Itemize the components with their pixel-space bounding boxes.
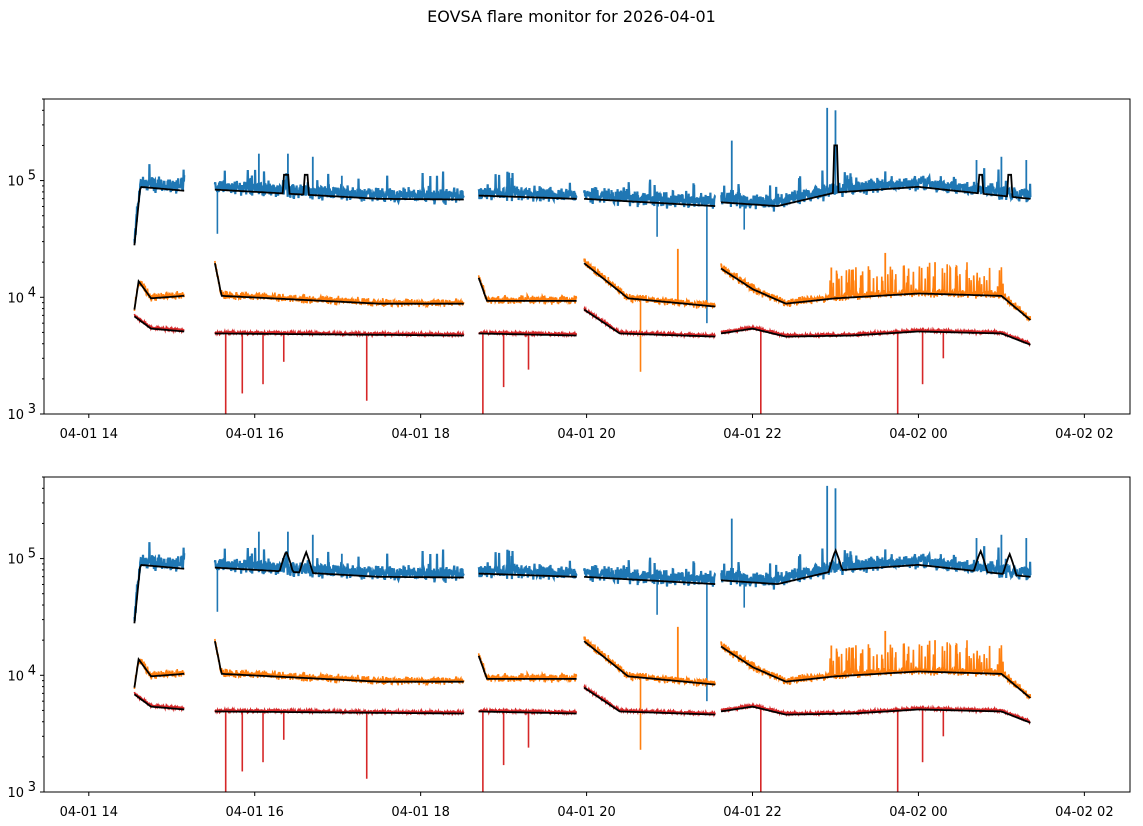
x-tick-label: 04-02 02 [1055, 805, 1113, 820]
y-tick-label: 10 [7, 669, 24, 684]
x-tick-label: 04-01 20 [557, 427, 615, 442]
smoothed-curve-blue [584, 197, 716, 207]
smoothed-curve-blue [478, 572, 577, 578]
series-orange-segment-2 [477, 653, 578, 684]
series-red-segment-0 [133, 313, 185, 335]
smoothed-curve-orange [477, 277, 577, 302]
smoothed-curve-blue [133, 186, 185, 246]
smoothed-curve-blue [133, 564, 185, 624]
x-tick-label: 04-02 02 [1055, 427, 1113, 442]
y-tick-exponent: 4 [28, 663, 36, 678]
smoothed-curve-orange [583, 262, 716, 308]
smoothed-curve-orange [133, 657, 185, 688]
smoothed-curve-red [478, 710, 577, 715]
y-tick-exponent: 3 [28, 780, 36, 795]
axes-frame [43, 476, 1131, 793]
y-tick-label: 10 [7, 786, 24, 801]
smoothed-curve-red [133, 315, 185, 333]
series-blue-segment-3 [583, 557, 717, 587]
y-tick-exponent: 5 [28, 169, 36, 184]
series-orange-segment-2 [477, 275, 578, 306]
x-tick-label: 04-01 16 [226, 805, 284, 820]
series-blue-segment-1 [213, 547, 465, 584]
series-orange-segment-1 [214, 260, 465, 309]
x-tick-label: 04-01 22 [723, 805, 781, 820]
smoothed-curve-orange [583, 640, 716, 686]
smoothed-curve-orange [720, 645, 1031, 699]
smoothed-curve-blue [478, 194, 577, 200]
smoothed-curve-blue [214, 173, 464, 201]
axes-panel-top: 04-01 14 04-01 16 04-01 18 04-01 20 04-01 22… [7, 98, 1131, 442]
smoothed-curve-blue [214, 549, 464, 579]
series-red-segment-1 [214, 328, 465, 339]
x-tick-label: 04-01 20 [557, 805, 615, 820]
series-blue-segment-3 [583, 179, 717, 209]
y-tick-exponent: 5 [28, 547, 36, 562]
x-tick-label: 04-01 18 [391, 805, 449, 820]
smoothed-curve-red [583, 308, 716, 338]
series-blue-segment-4 [720, 546, 1032, 590]
smoothed-curve-blue [720, 144, 1031, 207]
series-red-segment-4 [720, 702, 1031, 726]
series-orange-segment-4 [720, 640, 1032, 701]
series-red-segment-4 [720, 324, 1031, 348]
x-tick-label: 04-01 16 [226, 427, 284, 442]
series-orange-segment-1 [214, 638, 465, 687]
smoothed-curve-blue [720, 548, 1031, 585]
smoothed-curve-red [214, 710, 464, 715]
x-tick-label: 04-01 18 [391, 427, 449, 442]
axes-panel-bottom: 04-01 14 04-01 16 04-01 18 04-01 20 04-01 22… [7, 476, 1131, 820]
x-tick-label: 04-02 00 [889, 805, 947, 820]
smoothed-curve-red [720, 327, 1031, 346]
smoothed-curve-red [478, 332, 577, 337]
y-tick-label: 10 [7, 175, 24, 190]
series-blue-segment-1 [213, 169, 465, 206]
series-red-segment-1 [214, 706, 465, 717]
x-tick-label: 04-01 14 [60, 427, 118, 442]
axes-frame [43, 98, 1131, 415]
plot-area [133, 485, 1032, 792]
y-tick-exponent: 3 [28, 402, 36, 417]
smoothed-curve-red [583, 686, 716, 716]
plot-area [133, 107, 1032, 414]
smoothed-curve-red [214, 332, 464, 337]
smoothed-curve-red [720, 705, 1031, 724]
smoothed-curve-orange [477, 655, 577, 680]
series-orange-segment-4 [720, 262, 1032, 323]
y-tick-label: 10 [7, 408, 24, 423]
smoothed-curve-orange [214, 641, 464, 683]
y-tick-label: 10 [7, 291, 24, 306]
series-red-segment-0 [133, 691, 185, 713]
y-tick-label: 10 [7, 553, 24, 568]
x-tick-label: 04-02 00 [889, 427, 947, 442]
smoothed-curve-orange [133, 279, 185, 310]
y-tick-exponent: 4 [28, 285, 36, 300]
series-blue-segment-0 [133, 164, 186, 244]
x-tick-label: 04-01 22 [723, 427, 781, 442]
smoothed-curve-red [133, 693, 185, 711]
smoothed-curve-orange [214, 263, 464, 305]
x-tick-label: 04-01 14 [60, 805, 118, 820]
smoothed-curve-blue [584, 575, 716, 585]
chart-title: EOVSA flare monitor for 2026-04-01 [427, 7, 716, 26]
series-blue-segment-0 [133, 542, 186, 622]
smoothed-curve-orange [720, 267, 1031, 321]
